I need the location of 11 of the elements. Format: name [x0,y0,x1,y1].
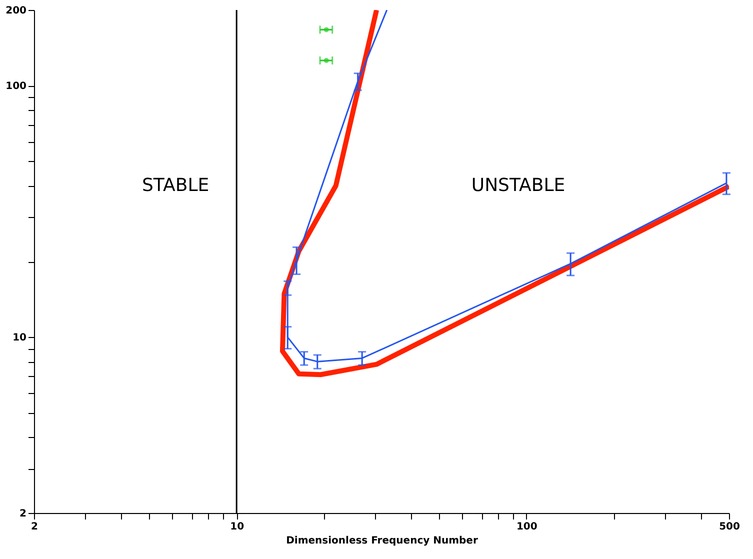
y-tick-label: 2 [20,508,27,520]
annotation: STABLE [142,175,210,196]
annotation: UNSTABLE [471,175,566,196]
y-tick-label: 100 [6,81,27,92]
x-axis-title: Dimensionless Frequency Number [286,536,478,546]
y-tick-label: 200 [6,6,27,16]
y-tick-label: 10 [12,332,27,344]
x-tick-label: 100 [516,522,538,532]
x-tick-label: 2 [31,522,38,532]
x-tick-label: 10 [230,522,244,532]
x-tick-label: 500 [719,522,740,532]
